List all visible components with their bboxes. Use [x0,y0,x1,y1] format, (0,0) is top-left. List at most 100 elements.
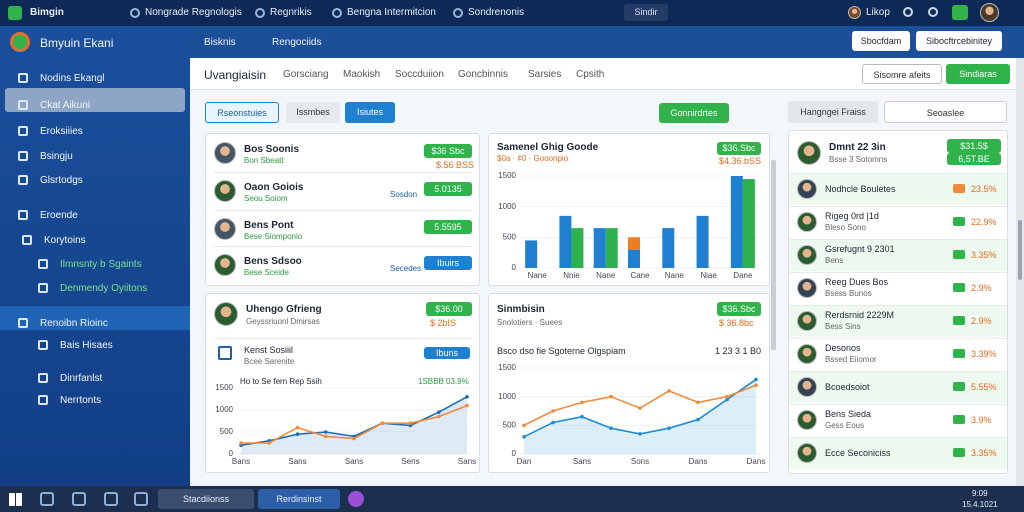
row-pct: 3.35% [971,448,997,458]
nav-item[interactable]: Bais Hisaes [60,340,113,351]
point [696,417,700,422]
avatar [797,141,821,165]
toolbar-button[interactable]: Sisomre afeits [862,64,942,84]
avatar [797,344,817,364]
header-button[interactable]: Sibocftrcebinitey [916,31,1002,51]
row-name: Nodhcle Bouletes [825,184,896,194]
player-sub: Bese Siomponio [244,232,303,241]
point [352,436,356,441]
clock: 9:09 [972,489,988,498]
right-tab[interactable]: Hangngei Fraiss [788,101,878,123]
nav-icon [38,373,48,383]
nav-item[interactable]: Renoibn Rioinc [40,318,108,329]
player-value: $.56 BSS [436,160,475,170]
point [580,400,584,405]
nav-icon [18,100,28,110]
point [638,406,642,410]
y-tick-label: 500 [503,232,517,241]
row-name: Gsrefugnt 9 2301 [825,244,895,254]
nav-item[interactable]: Dinrfanlst [60,373,103,384]
x-tick-label: Nane [596,271,616,280]
nav-item[interactable]: Eroende [40,210,78,221]
panel: Sinmbisin Snolotiers · Suees $36.Sbc $ 36.8… [488,293,770,473]
nav-item[interactable]: Bsingju [40,151,73,162]
row [789,338,1007,370]
task-item[interactable]: Stacdiionss [158,489,254,509]
nav-item[interactable]: Ilmnsnty b Sgaints [60,259,142,270]
task-icon[interactable] [134,492,148,506]
task-item[interactable]: Rerdinsinst [258,489,340,509]
toolbar-button[interactable]: Sindiaras [946,64,1010,84]
nav-icon [22,235,32,245]
row-pct: 3.39% [971,349,997,359]
x-tick-label: Sans [458,457,476,466]
row-name: Reeg Dues Bos [825,277,889,287]
avatar [214,180,236,202]
row-name: Kenst Sosiiil [244,345,294,355]
page-title: Uvangiaisin [204,68,267,82]
nav-item[interactable]: Nodins Ekangl [40,73,105,84]
row [789,305,1007,337]
filter-action[interactable]: Gonnirdrtes [659,103,729,123]
toolbar-tab[interactable]: Cpsith [576,69,605,80]
header-tab[interactable]: Rengociids [272,37,322,48]
filter-tab[interactable]: Issmbes [286,102,340,123]
point [522,435,526,439]
avatar [797,410,817,430]
row-pct: 2.9% [971,283,992,293]
task-icon[interactable] [40,492,54,506]
divider [214,172,472,173]
active-item [5,88,185,112]
header-tab[interactable]: Bisknis [204,37,236,48]
top-tab[interactable]: Sondrenonis [468,7,525,18]
toolbar-tab[interactable]: Sarsies [528,69,562,80]
avatar [797,278,817,298]
bar [559,215,572,268]
task-icon[interactable] [72,492,86,506]
nav-item[interactable]: Eroksiiies [40,126,83,137]
right-tab[interactable]: Seoaslee [884,101,1007,123]
point [436,410,441,414]
top-bar: Bimgin Nongrade Regnologis Regnrikis Bengna… [0,0,1024,26]
row-dot [953,250,965,259]
top-tab[interactable]: Bengna Intermitcion [347,7,436,18]
tab-icon [332,8,342,18]
point [725,394,729,399]
top-tab[interactable]: Regnrikis [270,7,312,18]
nav-item[interactable]: Nerrtonts [60,395,102,406]
toolbar-tab[interactable]: Gorsciang [283,69,329,80]
start[interactable] [9,493,22,506]
nav-item[interactable]: Ckat Aikuni [40,100,91,111]
filter-tab[interactable]: Isiutes [345,102,395,123]
search-box[interactable]: Sindir [624,4,668,21]
row-name: Dmnt 22 3in [829,142,886,153]
filter-tab[interactable]: Rseonstuies [205,102,279,123]
nav-item[interactable]: Glsrtodgs [40,175,83,186]
nav-item[interactable]: Korytoins [44,235,86,246]
toolbar-tab[interactable]: Soccduiion [395,69,444,80]
row [789,239,1007,271]
nav-item[interactable]: Denmendy Oyiitons [60,283,148,294]
avatar [797,377,817,397]
icon [952,5,968,20]
avatar [797,443,817,463]
header-button[interactable]: Sbocfdam [852,31,910,51]
panel-badge: $36.00 [426,302,472,316]
point [522,423,526,428]
task-icon[interactable] [348,491,364,507]
point [696,400,700,405]
top-tab[interactable]: Nongrade Regnologis [145,7,242,18]
user-name[interactable]: Likop [866,7,890,18]
toolbar-tab[interactable]: Maokish [343,69,381,80]
toolbar-tab[interactable]: Goncbinnis [458,69,509,80]
x-tick-label: Nane [665,271,685,280]
panel-sub: Geyssriuonl Dmirsas [246,317,320,326]
y-tick-label: 0 [512,449,517,458]
panel-value: $4.36.bSS [719,156,762,166]
icon [928,7,938,17]
x-tick-label: Niae [700,271,717,280]
section-item [0,306,190,330]
panel-title: Sinmbisin [497,304,545,315]
task-icon[interactable] [104,492,118,506]
